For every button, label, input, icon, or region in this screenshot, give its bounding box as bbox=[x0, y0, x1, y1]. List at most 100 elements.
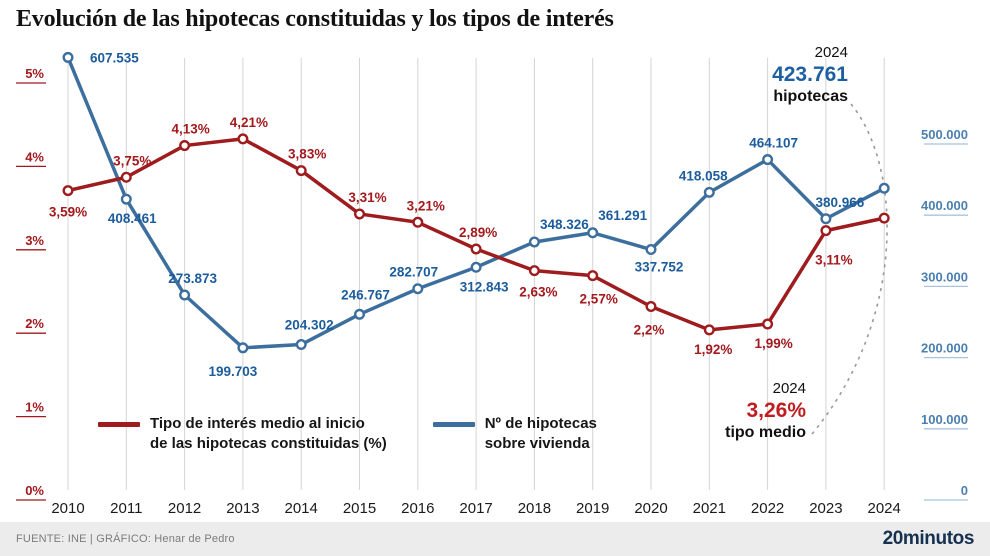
data-point-rate bbox=[237, 133, 249, 145]
data-point-rate bbox=[703, 324, 715, 336]
data-point-rate bbox=[820, 225, 832, 237]
annotation-top-caption: hipotecas bbox=[773, 88, 848, 105]
legend: Tipo de interés medio al inicio de las h… bbox=[98, 414, 597, 454]
annotation-top-year: 2024 bbox=[814, 44, 848, 61]
data-point-count bbox=[237, 342, 249, 354]
data-point-count bbox=[354, 308, 366, 320]
data-label-count: 312.843 bbox=[460, 279, 509, 294]
data-point-count bbox=[470, 261, 482, 273]
data-point-count bbox=[295, 339, 307, 351]
data-label-count: 282.707 bbox=[389, 265, 438, 280]
x-axis-year-label: 2024 bbox=[868, 500, 901, 517]
data-label-rate: 4,13% bbox=[171, 122, 209, 137]
data-label-rate: 1,92% bbox=[694, 342, 732, 357]
data-label-rate: 2,57% bbox=[580, 292, 618, 307]
legend-label-count-line2: sobre vivienda bbox=[484, 435, 590, 452]
annotation-top-value: 423.761 bbox=[772, 63, 848, 86]
data-label-count: 380.966 bbox=[815, 195, 864, 210]
data-label-count: 607.535 bbox=[90, 50, 139, 65]
legend-label-count-line1: Nº de hipotecas bbox=[484, 415, 597, 432]
data-label-count: 348.326 bbox=[540, 217, 589, 232]
data-point-count bbox=[528, 236, 540, 248]
x-axis-year-label: 2022 bbox=[751, 500, 784, 517]
annotation-dashed-curve bbox=[811, 103, 888, 435]
x-axis-year-label: 2017 bbox=[459, 500, 492, 517]
data-point-rate bbox=[120, 171, 132, 183]
legend-label-count: Nº de hipotecas sobre vivienda bbox=[485, 414, 597, 454]
data-point-count bbox=[878, 182, 890, 194]
legend-label-rate: Tipo de interés medio al inicio de las h… bbox=[150, 414, 387, 454]
data-point-count bbox=[645, 244, 657, 256]
x-axis-year-label: 2012 bbox=[168, 500, 201, 517]
data-point-count bbox=[62, 51, 74, 63]
left-axis-tick-label: 5% bbox=[25, 66, 44, 81]
x-axis-year-label: 2021 bbox=[693, 500, 726, 517]
data-point-count bbox=[587, 227, 599, 239]
data-point-rate bbox=[645, 301, 657, 313]
data-point-rate bbox=[470, 243, 482, 255]
data-label-count: 464.107 bbox=[749, 136, 798, 151]
x-axis-year-label: 2016 bbox=[401, 500, 434, 517]
data-point-rate bbox=[878, 212, 890, 224]
data-point-count bbox=[820, 213, 832, 225]
data-point-rate bbox=[528, 265, 540, 277]
data-label-rate: 3,59% bbox=[49, 205, 87, 220]
data-label-rate: 3,83% bbox=[288, 147, 326, 162]
x-axis-year-label: 2015 bbox=[343, 500, 376, 517]
x-axis-year-label: 2011 bbox=[110, 500, 142, 517]
data-point-rate bbox=[295, 165, 307, 177]
line-chart: 2010 2011 2012 2013 2014 2015 2016 2017 2018 2019… bbox=[16, 50, 968, 517]
data-label-rate: 2,63% bbox=[519, 285, 557, 300]
data-point-count bbox=[412, 283, 424, 295]
data-label-rate: 2,89% bbox=[459, 225, 497, 240]
data-label-rate: 1,99% bbox=[754, 336, 792, 351]
data-point-rate bbox=[587, 270, 599, 282]
right-axis-tick-label: 500.000 bbox=[921, 127, 968, 142]
right-axis-tick-label: 200.000 bbox=[921, 341, 968, 356]
data-label-rate: 3,21% bbox=[407, 198, 445, 213]
data-label-count: 273.873 bbox=[168, 271, 217, 286]
x-axis-year-label: 2020 bbox=[634, 500, 667, 517]
annotation-2024-mortgages: 2024 423.761 hipotecas bbox=[772, 44, 848, 106]
data-label-count: 361.291 bbox=[598, 208, 647, 223]
x-axis-year-label: 2019 bbox=[576, 500, 609, 517]
right-axis-tick-label: 0 bbox=[961, 483, 968, 498]
left-axis-tick-label: 3% bbox=[25, 233, 44, 248]
footer-bar: FUENTE: INE | GRÁFICO: Henar de Pedro 20… bbox=[0, 522, 990, 556]
data-label-count: 418.058 bbox=[679, 168, 728, 183]
left-axis-tick-label: 4% bbox=[25, 149, 44, 164]
legend-item-count: Nº de hipotecas sobre vivienda bbox=[432, 414, 597, 454]
data-point-rate bbox=[62, 185, 74, 197]
data-point-count bbox=[762, 154, 774, 166]
source-credit: FUENTE: INE | GRÁFICO: Henar de Pedro bbox=[16, 533, 235, 545]
data-label-count: 199.703 bbox=[208, 364, 257, 379]
count-line-swatch bbox=[432, 422, 475, 427]
brand-logo: 20minutos bbox=[882, 528, 975, 549]
data-label-count: 204.302 bbox=[285, 318, 334, 333]
legend-label-rate-line2: de las hipotecas constituidas (%) bbox=[150, 435, 387, 452]
data-label-rate: 2,2% bbox=[634, 323, 665, 338]
right-axis-tick-label: 100.000 bbox=[921, 412, 968, 427]
annotation-bottom-value: 3,26% bbox=[746, 399, 806, 422]
x-axis-year-label: 2010 bbox=[51, 500, 84, 517]
data-label-count: 408.461 bbox=[108, 211, 157, 226]
data-point-count bbox=[179, 289, 191, 301]
left-axis-tick-label: 1% bbox=[25, 400, 44, 415]
data-point-rate bbox=[762, 318, 774, 330]
page-title: Evolución de las hipotecas constituidas … bbox=[16, 6, 614, 32]
x-axis-year-label: 2018 bbox=[518, 500, 551, 517]
annotation-2024-rate: 2024 3,26% tipo medio bbox=[725, 380, 806, 442]
data-point-count bbox=[703, 186, 715, 198]
left-axis-tick-label: 0% bbox=[25, 483, 44, 498]
data-label-rate: 3,11% bbox=[815, 253, 853, 268]
x-axis-year-label: 2014 bbox=[285, 500, 318, 517]
legend-label-rate-line1: Tipo de interés medio al inicio bbox=[150, 415, 365, 432]
x-axis-year-label: 2023 bbox=[809, 500, 842, 517]
data-label-rate: 3,75% bbox=[113, 153, 151, 168]
right-axis-tick-label: 400.000 bbox=[921, 198, 968, 213]
annotation-bottom-year: 2024 bbox=[772, 380, 806, 397]
legend-item-rate: Tipo de interés medio al inicio de las h… bbox=[98, 414, 387, 454]
right-axis-tick-label: 300.000 bbox=[921, 269, 968, 284]
data-label-count: 337.752 bbox=[635, 260, 684, 275]
